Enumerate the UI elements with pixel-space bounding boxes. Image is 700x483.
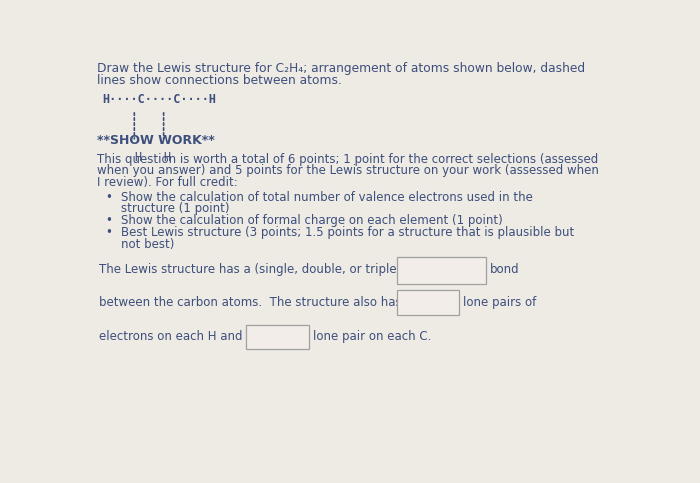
Text: lines show connections between atoms.: lines show connections between atoms. — [97, 74, 342, 87]
Text: lone pairs of: lone pairs of — [463, 296, 536, 309]
Text: This question is worth a total of 6 points; 1 point for the correct selections (: This question is worth a total of 6 poin… — [97, 153, 598, 166]
Text: I review). For full credit:: I review). For full credit: — [97, 176, 238, 189]
Text: •: • — [105, 191, 112, 204]
FancyBboxPatch shape — [397, 290, 459, 314]
Text: •: • — [105, 226, 112, 239]
Text: •: • — [105, 214, 112, 227]
Text: **SHOW WORK**: **SHOW WORK** — [97, 134, 215, 147]
Text: Draw the Lewis structure for C₂H₄; arrangement of atoms shown below, dashed: Draw the Lewis structure for C₂H₄; arran… — [97, 62, 585, 75]
Text: when you answer) and 5 points for the Lewis structure on your work (assessed whe: when you answer) and 5 points for the Le… — [97, 164, 599, 177]
Text: structure (1 point): structure (1 point) — [121, 202, 230, 215]
Text: electrons on each H and: electrons on each H and — [99, 330, 243, 343]
Text: H: H — [164, 151, 171, 164]
FancyBboxPatch shape — [246, 325, 309, 349]
Text: H····C····C····H: H····C····C····H — [103, 93, 217, 106]
Text: Best Lewis structure (3 points; 1.5 points for a structure that is plausible but: Best Lewis structure (3 points; 1.5 poin… — [121, 226, 575, 239]
Text: bond: bond — [490, 263, 519, 276]
Text: lone pair on each C.: lone pair on each C. — [313, 330, 431, 343]
Text: between the carbon atoms.  The structure also has: between the carbon atoms. The structure … — [99, 296, 402, 309]
Text: H: H — [134, 151, 141, 164]
FancyBboxPatch shape — [397, 257, 486, 284]
Text: Show the calculation of formal charge on each element (1 point): Show the calculation of formal charge on… — [121, 214, 503, 227]
Text: not best): not best) — [121, 238, 174, 251]
Text: The Lewis structure has a (single, double, or triple): The Lewis structure has a (single, doubl… — [99, 263, 402, 276]
Text: Show the calculation of total number of valence electrons used in the: Show the calculation of total number of … — [121, 191, 533, 204]
